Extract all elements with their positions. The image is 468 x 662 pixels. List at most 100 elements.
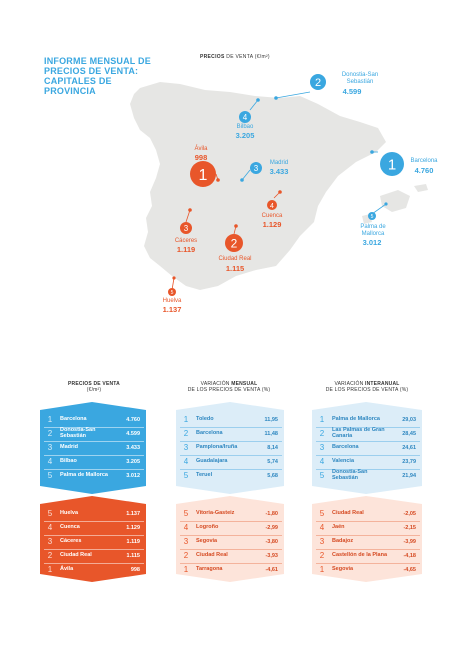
col2-top-row: 4 Guadalajara 5,74 xyxy=(180,455,282,468)
col3-heading-sub: DE LOS PRECIOS DE VENTA (%) xyxy=(325,387,409,393)
row-name: Bilbao xyxy=(60,457,77,464)
col3-top-row: 4 Valencia 23,79 xyxy=(316,455,420,468)
spain-mainland-shape xyxy=(130,82,386,290)
map-heading-rest: DE VENTA (€/m²) xyxy=(224,54,270,60)
row-divider xyxy=(180,534,282,535)
row-name: Cuenca xyxy=(60,523,80,530)
svg-text:4: 4 xyxy=(243,113,248,122)
row-name: Vitoria-Gasteiz xyxy=(196,509,235,516)
row-rank: 2 xyxy=(319,429,325,438)
col2-bottom-row: 5 Vitoria-Gasteiz -1,80 xyxy=(180,507,282,520)
col1-bottom-row: 3 Cáceres 1.119 xyxy=(44,535,144,548)
col2-rows: 1 Toledo 11,95 2 Barcelona 11,48 3 Pamplona/Iru… xyxy=(180,413,282,583)
marker-ciudad-real: 2 xyxy=(225,234,243,252)
row-divider xyxy=(180,468,282,469)
col1-rows: 1 Barcelona 4.760 2 Donostia-San Sebastián 4.… xyxy=(44,413,144,583)
row-name: Las Palmas de Gran Canaria xyxy=(332,427,385,439)
row-rank: 1 xyxy=(319,415,325,424)
label-donostia-value: 4.599 xyxy=(342,87,362,96)
label-palma-value: 3.012 xyxy=(362,238,382,247)
row-value: 1.137 xyxy=(126,510,140,517)
col1-top-row: 4 Bilbao 3.205 xyxy=(44,455,144,468)
row-rank: 5 xyxy=(319,471,325,480)
row-name: Segovia xyxy=(332,565,354,572)
marker-caceres: 3 xyxy=(180,222,192,234)
svg-text:1: 1 xyxy=(199,167,208,184)
marker-huelva: 5 xyxy=(168,288,176,296)
label-madrid-value: 3.433 xyxy=(269,167,289,176)
col1-bottom-row: 4 Cuenca 1.129 xyxy=(44,521,144,534)
col3-bottom-panel xyxy=(312,496,422,582)
label-madrid-name: Madrid xyxy=(269,160,289,166)
row-divider xyxy=(44,534,144,535)
col2-heading-sub: DE LOS PRECIOS DE VENTA (%) xyxy=(187,387,271,393)
col2-top-row: 2 Barcelona 11,48 xyxy=(180,427,282,440)
col1-bottom-row: 5 Huelva 1.137 xyxy=(44,507,144,520)
label-bilbao-value: 3.205 xyxy=(235,131,255,140)
map-heading: PRECIOS DE VENTA (€/m²) xyxy=(200,54,270,60)
row-value: -2,15 xyxy=(403,524,416,531)
row-name: Valencia xyxy=(332,457,355,464)
mallorca-shape xyxy=(380,190,410,212)
row-name: Ciudad Real xyxy=(332,509,364,516)
row-rank: 1 xyxy=(183,565,189,574)
col2-top-panel xyxy=(176,402,284,494)
row-value: 11,95 xyxy=(264,416,278,423)
row-divider xyxy=(180,562,282,563)
row-rank: 5 xyxy=(47,471,53,480)
row-divider xyxy=(44,520,144,521)
col1-heading-sub: (€/m²) xyxy=(86,387,102,393)
col1-heading: PRECIOS DE VENTA (€/m²) xyxy=(44,381,144,393)
row-value: 28,45 xyxy=(402,430,416,437)
row-name: Toledo xyxy=(196,415,214,422)
row-name: Teruel xyxy=(196,471,213,478)
svg-text:1: 1 xyxy=(388,157,396,174)
col1-top-row: 5 Palma de Mallorca 3.012 xyxy=(44,469,144,482)
col1-heading-top: PRECIOS DE VENTA xyxy=(67,381,120,387)
menorca-shape xyxy=(414,184,428,192)
marker-cuenca: 4 xyxy=(267,200,277,210)
row-divider xyxy=(44,440,144,441)
row-divider xyxy=(44,454,144,455)
row-rank: 3 xyxy=(47,537,53,546)
marker-madrid: 3 xyxy=(250,162,262,174)
col3-top-panel xyxy=(312,402,422,494)
label-palma-name: Palma de Mallorca xyxy=(360,224,386,237)
row-rank: 1 xyxy=(319,565,325,574)
row-rank: 1 xyxy=(47,565,53,574)
row-value: 1.119 xyxy=(126,538,140,545)
col1-top-row: 3 Madrid 3.433 xyxy=(44,441,144,454)
row-name: Barcelona xyxy=(60,415,87,422)
row-divider xyxy=(316,520,420,521)
col3-top-row: 2 Las Palmas de Gran Canaria 28,45 xyxy=(316,427,420,440)
row-value: 5,68 xyxy=(267,472,278,479)
row-rank: 4 xyxy=(47,457,53,466)
col2-top-row: 5 Teruel 5,68 xyxy=(180,469,282,482)
col3-rows: 1 Palma de Mallorca 29,03 2 Las Palmas de Gr… xyxy=(316,413,420,583)
row-name: Huelva xyxy=(60,509,79,516)
row-rank: 1 xyxy=(183,415,189,424)
spain-map: 1 2 3 4 5 1 2 3 4 5 xyxy=(130,74,428,296)
svg-text:4: 4 xyxy=(270,203,274,210)
row-name: Segovia xyxy=(196,537,218,544)
col3-bottom-row: 4 Jaén -2,15 xyxy=(316,521,420,534)
col2-bottom-row: 4 Logroño -2,99 xyxy=(180,521,282,534)
col3-bottom-row: 2 Castellón de la Plana -4,18 xyxy=(316,549,420,562)
row-rank: 2 xyxy=(319,551,325,560)
row-rank: 2 xyxy=(47,429,53,438)
row-value: 1.129 xyxy=(126,524,140,531)
row-value: 11,48 xyxy=(264,430,278,437)
row-name: Madrid xyxy=(60,443,79,450)
row-name: Tarragona xyxy=(196,565,223,572)
row-name: Cáceres xyxy=(60,537,82,544)
row-value: 3.205 xyxy=(126,458,140,465)
row-name: Ávila xyxy=(60,565,74,572)
row-value: -4,61 xyxy=(265,566,278,573)
row-divider xyxy=(44,426,144,427)
row-rank: 5 xyxy=(183,471,189,480)
row-value: 3.433 xyxy=(126,444,140,451)
col2-heading: VARIACIÓN MENSUAL DE LOS PRECIOS DE VENT… xyxy=(174,381,284,393)
row-value: -3,80 xyxy=(265,538,278,545)
row-value: -4,65 xyxy=(403,566,416,573)
